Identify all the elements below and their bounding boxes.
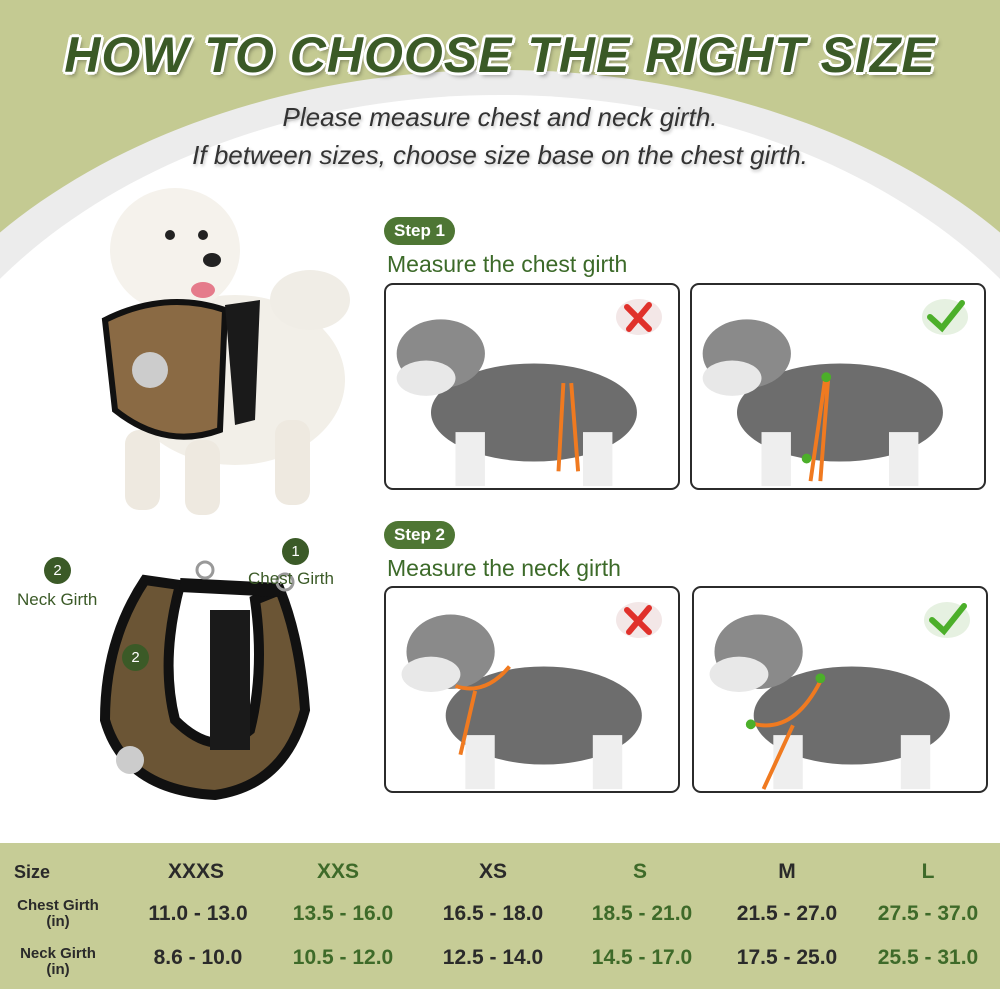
dog-wearing-harness-image [101,188,350,515]
size-s: S [632,860,647,883]
neck-girth-number: 2 [44,557,71,584]
step-2-text: Measure the neck girth [387,555,621,581]
chest-xs: 16.5 - 18.0 [442,902,544,925]
step-2-wrong-panel [384,586,680,793]
neck-l: 25.5 - 31.0 [877,946,979,969]
schnauzer-wrong-chest-image [396,319,637,487]
size-m: M [778,860,796,883]
neck-girth-label: Neck Girth [17,590,98,609]
chest-m: 21.5 - 27.0 [736,902,838,925]
step-1-text: Measure the chest girth [387,251,628,277]
neck-girth-row-label: Neck Girth (in) [8,946,108,978]
neck-xxxs: 8.6 - 10.0 [153,946,243,969]
neck-xs: 12.5 - 14.0 [442,946,544,969]
chest-s: 18.5 - 21.0 [591,902,693,925]
chest-xxxs: 11.0 - 13.0 [148,902,248,925]
size-header: Size [13,862,51,882]
chest-girth-unit: (in) [46,913,70,930]
neck-xxs: 10.5 - 12.0 [292,946,394,969]
green-check-icon [922,299,968,335]
size-table: Size XXXS XXS XS S M L Chest Girth (in) 1… [0,843,1000,989]
page-title: HOW TO CHOOSE THE RIGHT SIZE [64,27,936,83]
step-1-right-panel [690,283,986,490]
chest-l: 27.5 - 37.0 [877,902,979,925]
chest-girth-label: Chest Girth [248,569,334,588]
inner-neck-number: 2 [122,644,149,671]
red-x-icon [616,602,662,638]
neck-girth-label-text: Neck Girth [20,945,96,962]
schnauzer-wrong-neck-image [401,614,642,790]
neck-girth-unit: (in) [46,961,70,978]
size-l: L [921,860,935,883]
chest-xxs: 13.5 - 16.0 [292,902,394,925]
schnauzer-correct-chest-image [702,319,943,487]
red-x-icon [616,299,662,335]
step-2-right-panel [692,586,988,793]
harness-product-image [99,560,311,801]
size-xs: XS [478,860,507,883]
size-xxs: XXS [316,860,360,883]
size-xxxs: XXXS [167,860,225,883]
chest-girth-number: 1 [282,538,309,565]
subtitle-line-2: If between sizes, choose size base on th… [192,140,808,170]
neck-m: 17.5 - 25.0 [736,946,838,969]
neck-s: 14.5 - 17.0 [591,946,693,969]
step-2-badge: Step 2 [384,521,456,549]
schnauzer-correct-neck-image [709,614,950,790]
step-1-wrong-panel [384,283,680,490]
subtitle-line-1: Please measure chest and neck girth. [282,102,718,132]
chest-girth-label-text: Chest Girth [17,897,99,914]
chest-girth-row-label: Chest Girth (in) [8,898,108,930]
step-1-badge: Step 1 [384,217,456,245]
green-check-icon [924,602,970,638]
